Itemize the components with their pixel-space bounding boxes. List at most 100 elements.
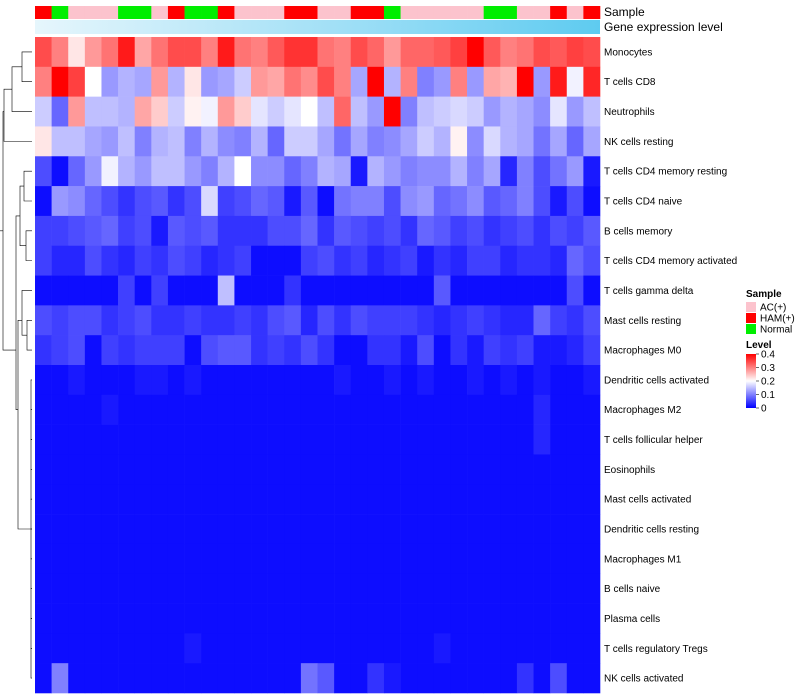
heatmap-cell xyxy=(317,633,335,664)
heatmap-cell xyxy=(367,454,385,485)
heatmap-cell xyxy=(101,603,119,634)
heatmap-cell xyxy=(267,394,285,425)
heatmap-cell xyxy=(51,37,69,68)
heatmap-cell xyxy=(151,245,169,276)
heatmap-cell xyxy=(167,394,185,425)
heatmap-cell xyxy=(300,543,318,575)
heatmap-cell xyxy=(500,305,518,336)
heatmap-cell xyxy=(84,424,102,455)
heatmap-cell xyxy=(251,663,268,694)
heatmap-cell xyxy=(267,365,285,396)
heatmap-cell xyxy=(583,245,601,276)
sample-cell xyxy=(350,6,368,19)
heatmap-cell xyxy=(400,454,418,485)
heatmap-cell xyxy=(400,96,418,127)
heatmap-cell xyxy=(300,394,318,425)
heatmap-cell xyxy=(550,394,568,425)
heatmap-cell xyxy=(566,394,584,425)
heatmap-cell xyxy=(101,424,119,455)
row-label: Macrophages M1 xyxy=(604,554,682,565)
heatmap-cell xyxy=(267,335,285,366)
heatmap-cell xyxy=(367,603,385,634)
heatmap-cell xyxy=(184,305,202,336)
heatmap-cell xyxy=(533,484,551,515)
heatmap-cell xyxy=(467,424,484,455)
heatmap-cell xyxy=(500,394,518,425)
heatmap-cell xyxy=(217,186,235,217)
heatmap-cell xyxy=(467,365,484,396)
heatmap-cell xyxy=(566,305,584,336)
heatmap-cell xyxy=(167,335,185,366)
heatmap-cell xyxy=(251,573,268,604)
heatmap-cell xyxy=(450,603,468,634)
heatmap-cell xyxy=(450,66,468,97)
heatmap-cell xyxy=(550,663,568,694)
heatmap-cell xyxy=(267,573,285,604)
heatmap-cell xyxy=(433,573,451,604)
heatmap-cell xyxy=(201,275,219,306)
heatmap-cell xyxy=(334,454,352,485)
heatmap-cell xyxy=(68,245,86,276)
heatmap-cell xyxy=(151,603,169,634)
heatmap-cell xyxy=(500,424,518,455)
heatmap-cell xyxy=(583,663,601,694)
heatmap-cell xyxy=(533,335,551,366)
heatmap-cell xyxy=(68,186,86,217)
sample-legend-label: Normal xyxy=(760,325,792,336)
heatmap-cell xyxy=(417,663,435,694)
heatmap-cell xyxy=(284,484,302,515)
level-tick-label: 0 xyxy=(761,404,767,415)
heatmap-cell xyxy=(317,186,335,217)
heatmap-cell xyxy=(317,335,335,366)
heatmap-cell xyxy=(35,335,52,366)
heatmap-cell xyxy=(450,186,468,217)
heatmap-cell xyxy=(284,245,302,276)
heatmap-cell xyxy=(400,66,418,97)
heatmap-cell xyxy=(467,37,484,68)
heatmap-cell xyxy=(267,66,285,97)
heatmap-cell xyxy=(433,454,451,485)
heatmap-cell xyxy=(334,543,352,575)
heatmap-cell xyxy=(68,305,86,336)
heatmap-cell xyxy=(217,126,235,157)
heatmap-cell xyxy=(566,186,584,217)
heatmap-cell xyxy=(533,305,551,336)
sample-cell xyxy=(367,6,385,19)
heatmap-cell xyxy=(400,156,418,187)
heatmap-cell xyxy=(500,543,518,575)
heatmap-cell xyxy=(101,37,119,68)
heatmap-cell xyxy=(583,603,601,634)
heatmap-cell xyxy=(367,365,385,396)
heatmap-cell xyxy=(201,424,219,455)
heatmap-cell xyxy=(134,215,152,247)
sample-cell xyxy=(400,6,418,19)
heatmap-cell xyxy=(251,126,268,157)
sample-cell xyxy=(284,6,302,19)
heatmap-cell xyxy=(533,514,551,545)
heatmap-cell xyxy=(217,603,235,634)
heatmap-cell xyxy=(68,96,86,127)
heatmap-cell xyxy=(68,66,86,97)
heatmap-cell xyxy=(84,156,102,187)
heatmap-cell xyxy=(35,394,52,425)
heatmap-cell xyxy=(184,215,202,247)
heatmap-cell xyxy=(433,245,451,276)
heatmap-cell xyxy=(217,37,235,68)
heatmap-cell xyxy=(35,215,52,247)
heatmap-cell xyxy=(134,156,152,187)
heatmap-cell xyxy=(267,454,285,485)
heatmap-cell xyxy=(334,335,352,366)
heatmap-cell xyxy=(450,96,468,127)
sample-cell xyxy=(151,6,169,19)
heatmap-cell xyxy=(566,663,584,694)
heatmap-cell xyxy=(234,543,252,575)
heatmap-cell xyxy=(51,186,69,217)
heatmap-cell xyxy=(217,484,235,515)
heatmap-cell xyxy=(300,66,318,97)
heatmap-cells xyxy=(35,37,601,694)
heatmap-cell xyxy=(300,573,318,604)
heatmap-cell xyxy=(101,245,119,276)
row-label: Eosinophils xyxy=(604,465,655,476)
heatmap-cell xyxy=(234,394,252,425)
heatmap-cell xyxy=(167,633,185,664)
